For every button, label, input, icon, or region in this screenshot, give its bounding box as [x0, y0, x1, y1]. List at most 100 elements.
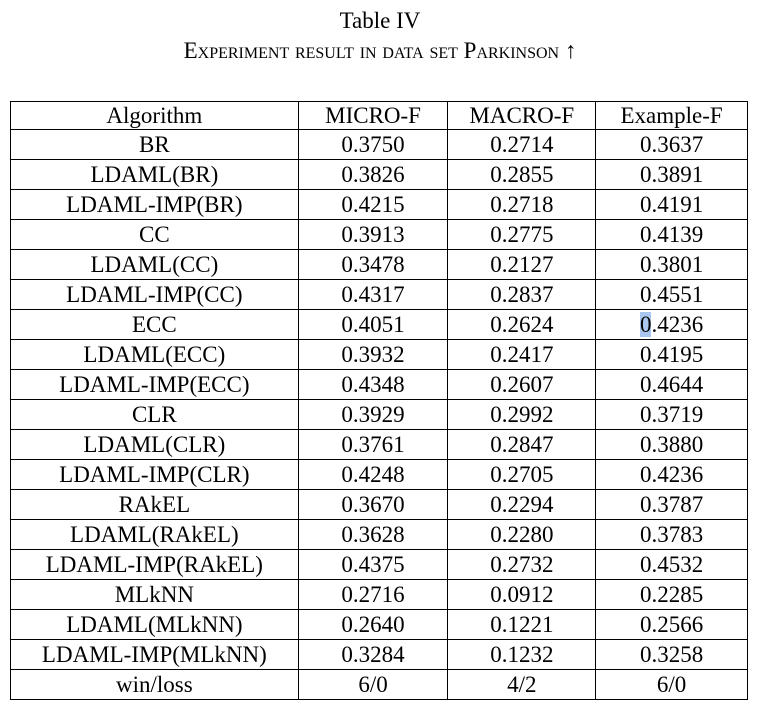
algorithm-cell: BR — [10, 129, 299, 160]
score-cell: 0.3932 — [297, 339, 449, 370]
score-cell: 0.0912 — [447, 579, 597, 610]
score-cell: 0.3783 — [595, 519, 748, 550]
algorithm-cell: win/loss — [10, 669, 299, 700]
column-header: MACRO-F — [447, 101, 597, 130]
table-row: LDAML(MLkNN) 0.2640 0.1221 0.2566 — [10, 609, 748, 640]
algorithm-cell: LDAML(RAkEL) — [10, 519, 299, 550]
score-cell: 0.4551 — [595, 279, 748, 310]
algorithm-cell: LDAML-IMP(CC) — [10, 279, 299, 310]
score-cell: 0.4532 — [595, 549, 748, 580]
algorithm-cell: MLkNN — [10, 579, 299, 610]
algorithm-cell: CC — [10, 219, 299, 250]
score-cell: 0.2716 — [297, 579, 449, 610]
score-cell: 6/0 — [595, 669, 748, 700]
score-cell: 4/2 — [447, 669, 597, 700]
algorithm-cell: LDAML(ECC) — [10, 339, 299, 370]
score-cell: 0.2855 — [447, 159, 597, 190]
score-cell: 0.4236 — [595, 309, 748, 340]
score-cell: 0.4215 — [297, 189, 449, 220]
score-cell: 0.3761 — [297, 429, 449, 460]
algorithm-cell: RAkEL — [10, 489, 299, 520]
algorithm-cell: LDAML(BR) — [10, 159, 299, 190]
score-cell: 0.2417 — [447, 339, 597, 370]
score-cell: 0.1221 — [447, 609, 597, 640]
score-cell: 0.2732 — [447, 549, 597, 580]
score-cell: 0.2992 — [447, 399, 597, 430]
text-selection-highlight[interactable]: 0 — [639, 312, 652, 337]
score-cell: 0.4317 — [297, 279, 449, 310]
table-row: LDAML(ECC) 0.3932 0.2417 0.4195 — [10, 339, 748, 370]
algorithm-cell: LDAML(CC) — [10, 249, 299, 280]
algorithm-cell: LDAML-IMP(RAkEL) — [10, 549, 299, 580]
score-cell: 0.2640 — [297, 609, 449, 640]
score-cell: 0.2718 — [447, 189, 597, 220]
algorithm-cell: LDAML(MLkNN) — [10, 609, 299, 640]
score-cell: 0.3719 — [595, 399, 748, 430]
algorithm-cell: ECC — [10, 309, 299, 340]
table-row: LDAML(CLR) 0.3761 0.2847 0.3880 — [10, 429, 748, 460]
score-cell: 0.2294 — [447, 489, 597, 520]
results-table: Algorithm MICRO-F MACRO-F Example-F BR 0.… — [10, 101, 748, 700]
table-row: LDAML(BR) 0.3826 0.2855 0.3891 — [10, 159, 748, 190]
score-cell: 0.4139 — [595, 219, 748, 250]
score-cell: 0.2285 — [595, 579, 748, 610]
score-cell: 0.1232 — [447, 639, 597, 670]
algorithm-cell: LDAML-IMP(CLR) — [10, 459, 299, 490]
score-cell: 0.3929 — [297, 399, 449, 430]
table-header-row: Algorithm MICRO-F MACRO-F Example-F — [10, 101, 748, 130]
score-cell: 0.2607 — [447, 369, 597, 400]
score-cell: 0.3801 — [595, 249, 748, 280]
score-cell: 0.3787 — [595, 489, 748, 520]
score-cell: 0.3628 — [297, 519, 449, 550]
table-row: LDAML-IMP(ECC) 0.4348 0.2607 0.4644 — [10, 369, 748, 400]
score-cell: 0.2837 — [447, 279, 597, 310]
score-cell: 0.4248 — [297, 459, 449, 490]
table-row: LDAML-IMP(BR) 0.4215 0.2718 0.4191 — [10, 189, 748, 220]
table-row: LDAML-IMP(CLR) 0.4248 0.2705 0.4236 — [10, 459, 748, 490]
table-row: LDAML-IMP(RAkEL) 0.4375 0.2732 0.4532 — [10, 549, 748, 580]
table-row: BR 0.3750 0.2714 0.3637 — [10, 129, 748, 160]
table-caption-subtitle: Experiment result in data set Parkinson … — [183, 38, 577, 63]
score-cell: 0.3880 — [595, 429, 748, 460]
score-cell: 0.2566 — [595, 609, 748, 640]
algorithm-cell: LDAML-IMP(BR) — [10, 189, 299, 220]
table-row: CC 0.3913 0.2775 0.4139 — [10, 219, 748, 250]
column-header: Algorithm — [10, 101, 299, 130]
score-cell: 0.4375 — [297, 549, 449, 580]
score-cell: 0.4051 — [297, 309, 449, 340]
score-cell: 0.2705 — [447, 459, 597, 490]
score-cell: 6/0 — [297, 669, 449, 700]
score-cell: 0.3284 — [297, 639, 449, 670]
score-cell: 0.3826 — [297, 159, 449, 190]
score-cell: 0.2714 — [447, 129, 597, 160]
score-cell: 0.2280 — [447, 519, 597, 550]
score-cell: 0.2624 — [447, 309, 597, 340]
table-body: BR 0.3750 0.2714 0.3637 LDAML(BR) 0.3826 0.285… — [10, 129, 748, 700]
score-cell: 0.3670 — [297, 489, 449, 520]
table-caption-title: Table IV — [339, 8, 421, 33]
score-cell: 0.2775 — [447, 219, 597, 250]
table-row: MLkNN 0.2716 0.0912 0.2285 — [10, 579, 748, 610]
table-row: ECC 0.4051 0.2624 0.4236 — [10, 309, 748, 340]
score-cell: 0.3637 — [595, 129, 748, 160]
table-row: LDAML(RAkEL) 0.3628 0.2280 0.3783 — [10, 519, 748, 550]
table-row: LDAML(CC) 0.3478 0.2127 0.3801 — [10, 249, 748, 280]
algorithm-cell: LDAML(CLR) — [10, 429, 299, 460]
table-row: CLR 0.3929 0.2992 0.3719 — [10, 399, 748, 430]
column-header: MICRO-F — [297, 101, 449, 130]
table-row: LDAML-IMP(MLkNN) 0.3284 0.1232 0.3258 — [10, 639, 748, 670]
score-cell: 0.3478 — [297, 249, 449, 280]
column-header: Example-F — [595, 101, 748, 130]
score-cell: 0.4191 — [595, 189, 748, 220]
score-cell: 0.2127 — [447, 249, 597, 280]
algorithm-cell: LDAML-IMP(MLkNN) — [10, 639, 299, 670]
score-cell: 0.4644 — [595, 369, 748, 400]
score-cell: 0.3913 — [297, 219, 449, 250]
table-row: RAkEL 0.3670 0.2294 0.3787 — [10, 489, 748, 520]
score-cell: 0.4348 — [297, 369, 449, 400]
algorithm-cell: LDAML-IMP(ECC) — [10, 369, 299, 400]
table-row: LDAML-IMP(CC) 0.4317 0.2837 0.4551 — [10, 279, 748, 310]
algorithm-cell: CLR — [10, 399, 299, 430]
score-cell: 0.3750 — [297, 129, 449, 160]
score-cell: 0.4236 — [595, 459, 748, 490]
